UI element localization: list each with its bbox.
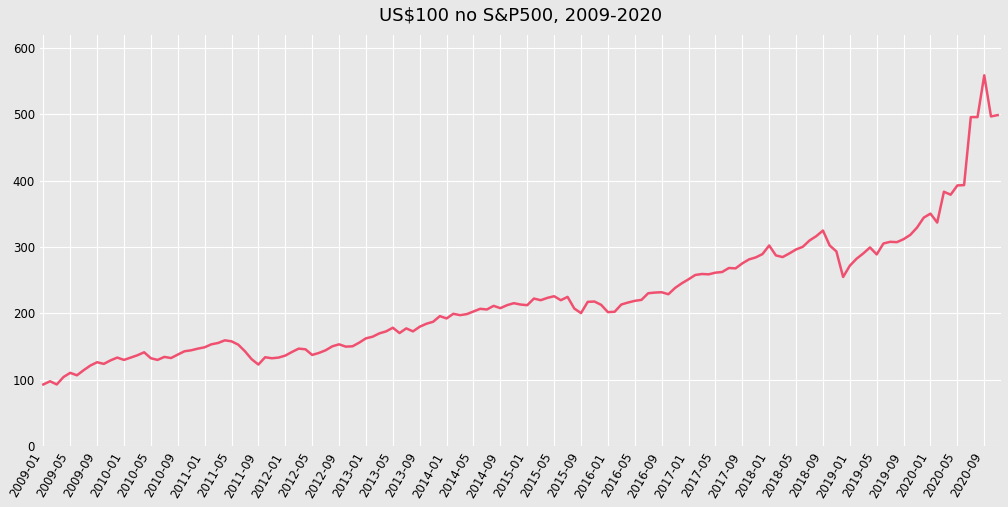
Title: US$100 no S&P500, 2009-2020: US$100 no S&P500, 2009-2020 [379, 7, 662, 25]
